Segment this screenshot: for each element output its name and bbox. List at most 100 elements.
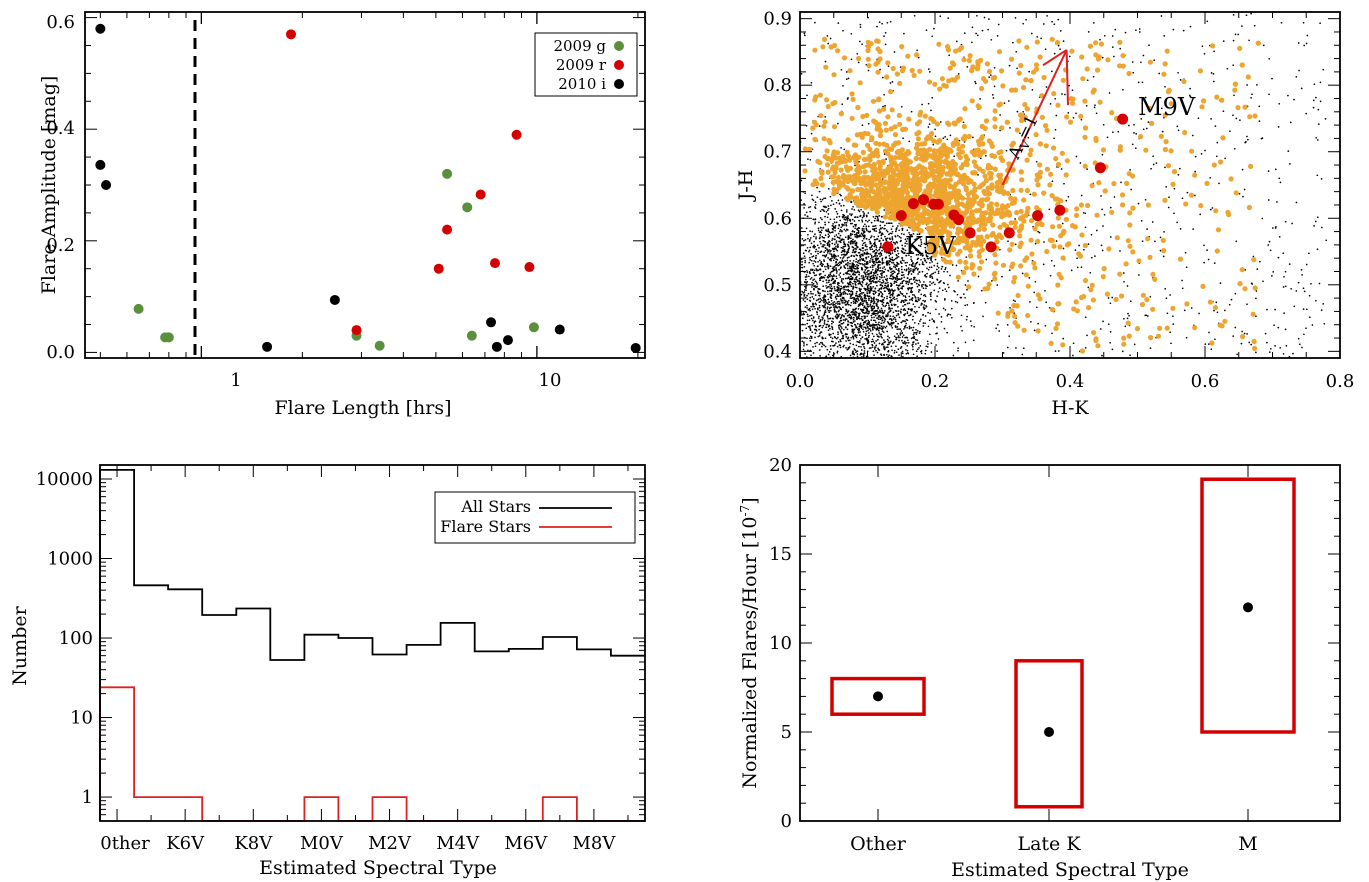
p2-star-point: [865, 237, 868, 240]
p2-star-point: [1298, 69, 1300, 72]
p2-star-point: [814, 261, 817, 263]
p2-star-point: [873, 316, 875, 319]
p2-star-point: [881, 226, 884, 229]
p2-star-point: [856, 254, 859, 257]
p2-star-point: [843, 148, 846, 151]
p2-star-point: [944, 298, 946, 300]
p2-star-point: [807, 158, 809, 160]
p2-star-point: [835, 272, 838, 274]
p2-candidate-point: [1010, 187, 1016, 193]
p2-star-point: [890, 228, 893, 230]
p2-star-point: [886, 287, 889, 290]
p2-star-point: [801, 317, 804, 320]
p2-star-point: [816, 244, 819, 247]
p2-star-point: [908, 287, 911, 289]
p2-star-point: [956, 293, 959, 296]
p2-star-point: [811, 230, 814, 233]
p2-star-point: [965, 256, 968, 258]
p2-star-point: [852, 242, 854, 245]
p2-star-point: [859, 26, 862, 28]
p1-point-red: [511, 129, 522, 140]
p2-star-point: [803, 344, 805, 347]
p2-star-point: [845, 263, 847, 266]
p2-star-point: [1212, 80, 1215, 83]
p2-star-point: [871, 264, 874, 267]
p2-star-point: [947, 283, 949, 286]
p2-star-point: [847, 347, 850, 350]
p2-star-point: [829, 306, 831, 309]
p2-star-point: [1102, 123, 1105, 126]
p2-star-point: [870, 307, 873, 309]
p2-star-point: [818, 325, 821, 328]
p1-y-axis-label: Flare Amplitude [mag]: [38, 76, 60, 295]
p2-star-point: [824, 311, 827, 313]
p2-star-point: [1185, 266, 1188, 269]
p2-star-point: [871, 266, 874, 268]
p1-point-red: [351, 325, 362, 336]
p2-star-point: [832, 223, 834, 225]
p2-star-point: [900, 292, 902, 295]
p2-star-point: [899, 291, 902, 293]
p2-candidate-point: [833, 165, 839, 171]
p2-star-point: [876, 261, 878, 264]
p2-star-point: [874, 327, 876, 329]
p2-star-point: [881, 262, 884, 265]
p2-star-point: [860, 275, 863, 277]
p2-star-point: [953, 155, 956, 158]
p2-star-point: [852, 332, 855, 335]
p2-star-point: [905, 352, 908, 355]
p2-star-point: [845, 326, 847, 329]
p2-star-point: [894, 230, 897, 233]
p2-star-point: [1166, 312, 1169, 315]
p2-star-point: [839, 346, 842, 349]
p2-candidate-point: [1119, 192, 1126, 198]
p2-star-point: [1051, 332, 1053, 335]
p2-star-point: [912, 303, 915, 306]
p2-star-point: [910, 289, 913, 292]
p1-point-red: [433, 263, 444, 274]
p2-star-point: [1246, 303, 1248, 306]
p2-candidate-point: [826, 137, 832, 144]
p2-star-point: [852, 259, 855, 262]
p2-star-point: [901, 257, 904, 259]
p2-star-point: [849, 267, 851, 270]
p2-star-point: [860, 208, 862, 211]
p2-star-point: [813, 247, 816, 249]
p2-star-point: [1271, 275, 1273, 277]
p2-star-point: [1300, 87, 1303, 90]
p2-star-point: [819, 272, 822, 275]
p2-star-point: [890, 222, 892, 225]
p2-star-point: [839, 307, 842, 310]
p2-star-point: [868, 246, 871, 249]
p1-ytick-label: 0.2: [46, 235, 75, 256]
p2-star-point: [859, 23, 862, 26]
p2-star-point: [844, 253, 846, 256]
p2-star-point: [906, 237, 909, 240]
p2-star-point: [808, 337, 811, 340]
p2-star-point: [894, 309, 897, 312]
p2-star-point: [831, 239, 833, 242]
p2-star-point: [960, 43, 963, 46]
p2-star-point: [827, 233, 830, 236]
p2-star-point: [809, 296, 812, 299]
p2-candidate-point: [1021, 327, 1027, 333]
p2-star-point: [1169, 294, 1171, 296]
p2-star-point: [873, 278, 876, 280]
p2-candidate-point: [1000, 83, 1006, 89]
p2-star-point: [940, 268, 943, 270]
p2-star-point: [853, 255, 856, 258]
p2-star-point: [885, 304, 887, 307]
p2-star-point: [970, 324, 973, 327]
p2-star-point: [914, 338, 917, 341]
p2-star-point: [925, 345, 928, 348]
p2-star-point: [878, 288, 881, 291]
p2-star-point: [888, 263, 891, 266]
p2-candidate-point: [1245, 74, 1251, 80]
p2-star-point: [873, 264, 875, 267]
p2-star-point: [845, 347, 847, 349]
p2-star-point: [845, 78, 848, 80]
p2-star-point: [909, 237, 911, 239]
p2-candidate-point: [992, 108, 998, 114]
p2-candidate-point: [1170, 181, 1176, 187]
p2-star-point: [838, 300, 840, 303]
